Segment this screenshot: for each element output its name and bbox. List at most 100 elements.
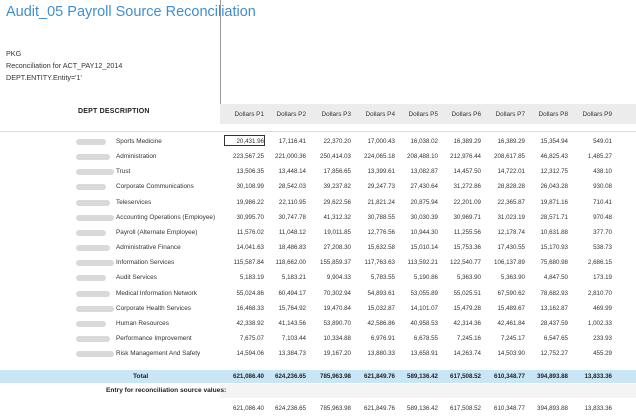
table-cell[interactable]: 42,338.92 (236, 319, 264, 327)
table-cell[interactable]: 53,890.70 (323, 319, 351, 327)
table-cell[interactable]: 438.10 (593, 168, 612, 176)
table-cell[interactable]: 15,354.94 (540, 138, 568, 145)
table-cell[interactable]: 28,437.59 (540, 319, 568, 327)
table-cell[interactable]: 19,011.85 (323, 228, 351, 236)
table-cell[interactable]: 19,986.22 (236, 198, 264, 206)
table-cell[interactable]: 54,893.61 (367, 289, 395, 297)
entry-cell[interactable]: 621,086.40 (233, 405, 264, 412)
table-cell[interactable]: 14,041.63 (236, 244, 264, 252)
table-cell[interactable]: 11,576.02 (236, 228, 264, 236)
table-cell[interactable]: 212,976.44 (450, 153, 481, 161)
table-cell[interactable]: 40,958.53 (410, 319, 438, 327)
table-cell[interactable]: 30,030.39 (410, 213, 438, 221)
table-cell[interactable]: 4,847.50 (543, 274, 568, 282)
table-cell[interactable]: 549.01 (593, 138, 612, 145)
table-cell[interactable]: 115,587.84 (233, 259, 264, 267)
table-cell[interactable]: 250,414.03 (320, 153, 351, 161)
table-cell[interactable]: 224,065.18 (364, 153, 395, 161)
table-cell[interactable]: 55,025.51 (453, 289, 481, 297)
table-cell[interactable]: 7,675.07 (239, 334, 264, 342)
table-cell[interactable]: 13,082.87 (410, 168, 438, 176)
table-cell[interactable]: 11,255.56 (453, 228, 481, 236)
table-cell[interactable]: 78,682.93 (540, 289, 568, 297)
table-cell[interactable]: 15,010.14 (410, 244, 438, 252)
column-header-8[interactable]: Dollars P8 (538, 111, 568, 118)
table-cell[interactable]: 377.70 (593, 228, 612, 236)
column-header-4[interactable]: Dollars P4 (365, 111, 395, 118)
table-cell[interactable]: 28,571.71 (540, 213, 568, 221)
table-cell[interactable]: 75,680.98 (540, 259, 568, 267)
table-cell[interactable]: 2,810.70 (587, 289, 612, 297)
table-cell[interactable]: 70,302.94 (323, 289, 351, 297)
table-cell[interactable]: 31,023.19 (497, 213, 525, 221)
table-cell[interactable]: 42,314.36 (453, 319, 481, 327)
table-cell[interactable]: 122,540.77 (450, 259, 481, 267)
table-cell[interactable]: 17,116.41 (278, 138, 306, 145)
dept-description-header[interactable]: DEPT DESCRIPTION (78, 108, 150, 115)
table-cell[interactable]: 30,995.70 (236, 213, 264, 221)
table-cell[interactable]: 5,783.55 (370, 274, 395, 282)
table-cell[interactable]: 13,448.14 (278, 168, 306, 176)
table-cell[interactable]: 15,764.92 (278, 304, 306, 312)
table-cell[interactable]: 31,272.86 (453, 183, 481, 191)
table-cell[interactable]: 29,622.56 (323, 198, 351, 206)
table-cell[interactable]: 7,245.16 (456, 334, 481, 342)
table-cell[interactable]: 30,747.78 (278, 213, 306, 221)
table-cell[interactable]: 29,247.73 (367, 183, 395, 191)
table-cell[interactable]: 17,856.65 (323, 168, 351, 176)
table-cell[interactable]: 13,162.87 (540, 304, 568, 312)
table-cell[interactable]: 6,976.91 (370, 334, 395, 342)
table-cell[interactable]: 118,662.00 (275, 259, 306, 267)
table-cell[interactable]: 223,567.25 (233, 153, 264, 161)
table-cell[interactable]: 16,468.33 (236, 304, 264, 312)
table-cell[interactable]: 970.48 (593, 213, 612, 221)
table-cell[interactable]: 42,586.86 (367, 319, 395, 327)
table-cell[interactable]: 18,486.83 (278, 244, 306, 252)
entry-cell[interactable]: 394,893.88 (537, 405, 568, 412)
table-cell[interactable]: 14,263.74 (453, 350, 481, 358)
table-cell[interactable]: 17,000.43 (367, 138, 395, 145)
column-header-2[interactable]: Dollars P2 (276, 111, 306, 118)
table-cell[interactable]: 455.29 (593, 350, 612, 358)
table-cell[interactable]: 13,384.73 (278, 350, 306, 358)
table-cell[interactable]: 208,617.85 (494, 153, 525, 161)
table-cell[interactable]: 10,631.88 (540, 228, 568, 236)
table-cell[interactable]: 13,506.35 (236, 168, 264, 176)
table-cell[interactable]: 14,457.50 (453, 168, 481, 176)
table-cell[interactable]: 26,043.28 (540, 183, 568, 191)
table-cell[interactable]: 11,048.12 (278, 228, 306, 236)
table-cell[interactable]: 5,183.21 (281, 274, 306, 282)
table-cell[interactable]: 155,859.37 (320, 259, 351, 267)
entry-cell[interactable]: 785,963.98 (320, 405, 351, 412)
table-cell[interactable]: 60,494.17 (278, 289, 306, 297)
table-cell[interactable]: 41,143.56 (278, 319, 306, 327)
table-cell[interactable]: 41,312.32 (323, 213, 351, 221)
column-header-6[interactable]: Dollars P6 (451, 111, 481, 118)
table-cell[interactable]: 30,788.55 (367, 213, 395, 221)
table-cell[interactable]: 12,752.27 (540, 350, 568, 358)
table-cell[interactable]: 9,904.33 (326, 274, 351, 282)
table-cell[interactable]: 7,245.17 (500, 334, 525, 342)
table-cell[interactable]: 6,547.65 (543, 334, 568, 342)
table-cell[interactable]: 710.41 (593, 198, 612, 206)
table-cell[interactable]: 53,055.89 (410, 289, 438, 297)
column-header-9[interactable]: Dollars P9 (582, 111, 612, 118)
table-cell[interactable]: 106,137.89 (494, 259, 525, 267)
table-cell[interactable]: 14,101.07 (410, 304, 438, 312)
column-header-5[interactable]: Dollars P5 (408, 111, 438, 118)
table-cell[interactable]: 14,722.01 (497, 168, 525, 176)
table-cell[interactable]: 5,363.90 (456, 274, 481, 282)
table-cell[interactable]: 12,776.56 (367, 228, 395, 236)
table-cell[interactable]: 28,828.28 (497, 183, 525, 191)
table-cell[interactable]: 16,389.29 (497, 138, 525, 145)
table-cell[interactable]: 6,678.55 (413, 334, 438, 342)
table-cell[interactable]: 15,632.58 (367, 244, 395, 252)
table-cell[interactable]: 20,875.94 (410, 198, 438, 206)
table-cell[interactable]: 27,208.30 (323, 244, 351, 252)
table-cell[interactable]: 42,461.84 (497, 319, 525, 327)
column-header-3[interactable]: Dollars P3 (321, 111, 351, 118)
table-cell[interactable]: 5,363.90 (500, 274, 525, 282)
table-cell[interactable]: 538.73 (593, 244, 612, 252)
table-cell[interactable]: 13,658.91 (410, 350, 438, 358)
entry-cell[interactable]: 610,348.77 (494, 405, 525, 412)
